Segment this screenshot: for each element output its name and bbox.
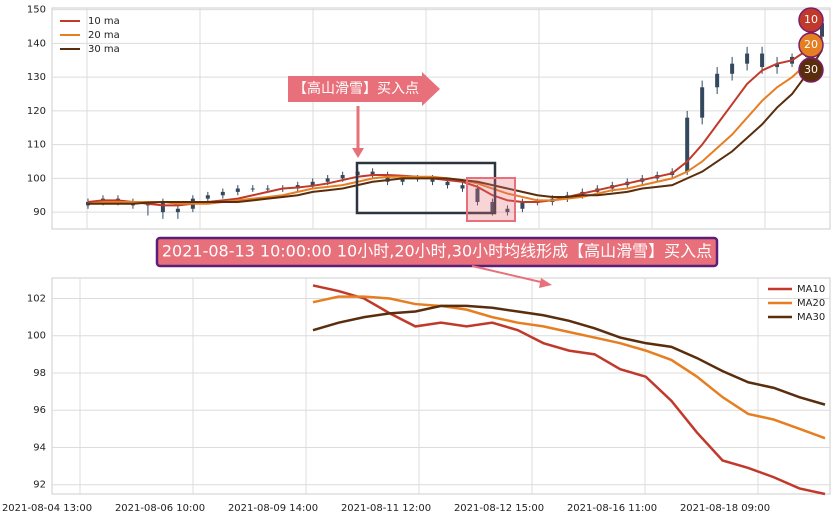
candle-body [430, 178, 435, 182]
banner-text: 2021-08-13 10:00:00 10小时,20小时,30小时均线形成【高… [162, 242, 712, 261]
badge [798, 57, 824, 83]
y-tick-label: 92 [33, 480, 46, 491]
annotation-label: 【高山滑雪】买入点 [293, 80, 419, 97]
candle-body [820, 23, 824, 37]
candle-body [400, 178, 405, 182]
y-tick-label: 100 [27, 173, 46, 184]
candle-body [685, 117, 690, 172]
banner-arrow [471, 265, 546, 284]
badge [798, 7, 824, 33]
candle-body [220, 191, 225, 196]
x-tick-label: 2021-08-06 10:00 [115, 503, 205, 514]
banner [155, 236, 719, 268]
y-tick-label: 102 [27, 293, 46, 304]
candle-body [505, 208, 510, 213]
ma-line [88, 49, 823, 205]
candle-body [340, 175, 345, 179]
candle-body [235, 188, 240, 192]
candle-body [385, 175, 390, 182]
banner-arrow-head [539, 278, 552, 288]
ma-line [312, 284, 826, 496]
bottom-frame [51, 277, 831, 495]
candle-body [370, 171, 375, 176]
badge-label: 20 [804, 38, 818, 51]
y-tick-label: 140 [27, 38, 46, 49]
annotation-arrow [288, 72, 440, 106]
ma-line [312, 304, 826, 406]
candle-body [175, 208, 180, 213]
candle-body [325, 178, 330, 182]
candle-body [265, 188, 270, 190]
y-tick-label: 98 [33, 368, 46, 379]
badge-label: 30 [804, 63, 818, 76]
top-frame [51, 7, 831, 230]
highlight-box [355, 161, 497, 215]
y-tick-label: 96 [33, 405, 46, 416]
candle-body [520, 202, 525, 209]
candle-body [445, 181, 450, 186]
y-tick-label: 130 [27, 72, 46, 83]
candle-body [250, 188, 255, 190]
legend-label: 30 ma [88, 44, 120, 55]
candle-body [205, 195, 210, 199]
ma-line [312, 295, 826, 440]
candle-body [160, 202, 165, 213]
y-tick-label: 94 [33, 442, 46, 453]
legend-label: MA10 [797, 284, 825, 295]
candle-body [745, 53, 750, 64]
x-tick-label: 2021-08-18 09:00 [680, 503, 770, 514]
legend-label: MA30 [797, 312, 825, 323]
x-tick-label: 2021-08-09 14:00 [228, 503, 318, 514]
y-tick-label: 120 [27, 106, 46, 117]
candle-body [760, 53, 765, 68]
y-tick-label: 150 [27, 5, 46, 16]
x-tick-label: 2021-08-04 13:00 [2, 503, 92, 514]
candle-body [460, 185, 465, 189]
candle-body [775, 63, 780, 68]
candle-body [715, 73, 720, 88]
badge-label: 10 [804, 13, 818, 26]
candle-body [490, 202, 495, 213]
y-tick-label: 90 [33, 207, 46, 218]
candle-body [700, 87, 705, 118]
candle-body [730, 63, 735, 74]
y-tick-label: 100 [27, 331, 46, 342]
buy-box [466, 177, 516, 222]
pointer-head [352, 148, 364, 158]
legend-label: 20 ma [88, 30, 120, 41]
x-tick-label: 2021-08-16 11:00 [567, 503, 657, 514]
candle-body [310, 181, 315, 186]
legend-label: 10 ma [88, 16, 120, 27]
x-tick-label: 2021-08-12 15:00 [454, 503, 544, 514]
legend-label: MA20 [797, 298, 825, 309]
y-tick-label: 110 [27, 140, 46, 151]
badge [798, 32, 824, 58]
x-tick-label: 2021-08-11 12:00 [341, 503, 431, 514]
candle-body [475, 188, 480, 203]
